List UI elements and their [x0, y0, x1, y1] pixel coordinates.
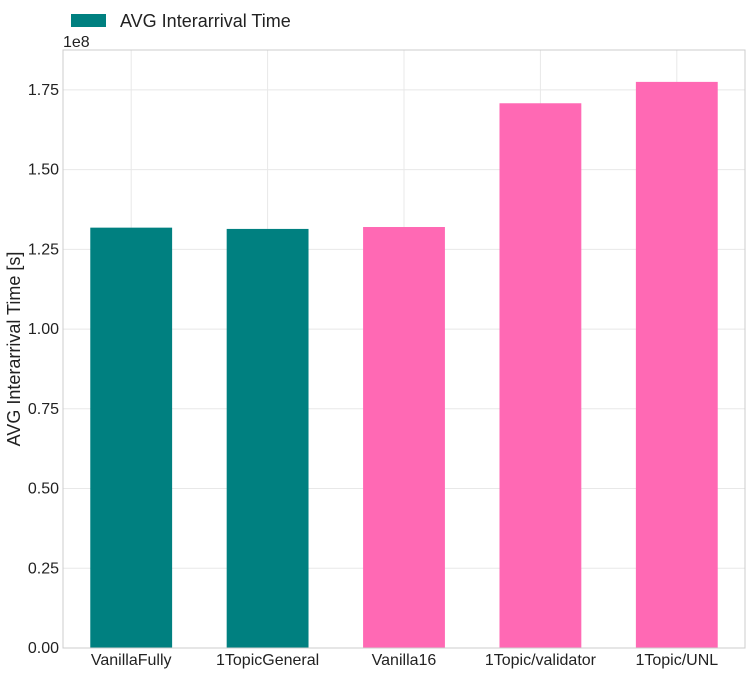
- x-tick-label: 1Topic/validator: [485, 652, 597, 669]
- bar: [226, 228, 309, 648]
- y-tick-label: 1.75: [28, 82, 59, 99]
- bars: [90, 81, 718, 649]
- bar: [635, 81, 718, 649]
- y-tick-label: 1.00: [28, 321, 59, 338]
- bar: [90, 227, 173, 648]
- y-tick-label: 1.50: [28, 162, 59, 179]
- x-tick-label: 1TopicGeneral: [216, 652, 319, 669]
- plot-frame: [62, 49, 746, 649]
- bar: [499, 103, 582, 649]
- x-tick-label: VanillaFully: [91, 652, 172, 669]
- bar: [363, 227, 445, 648]
- y-axis-ticks: 0.00 0.25 0.50 0.75 1.00 1.25 1.50 1.75: [28, 82, 59, 657]
- legend-swatch: [71, 14, 106, 27]
- legend: AVG Interarrival Time: [71, 11, 291, 31]
- x-axis-ticks: VanillaFully 1TopicGeneral Vanilla16 1Topic…: [91, 652, 718, 669]
- y-tick-label: 1.25: [28, 241, 59, 258]
- y-tick-label: 0.25: [28, 560, 59, 577]
- y-tick-label: 0.75: [28, 401, 59, 418]
- y-axis-offset-label: 1e8: [63, 34, 90, 51]
- y-tick-label: 0.50: [28, 481, 59, 498]
- x-tick-label: Vanilla16: [372, 652, 437, 669]
- x-tick-label: 1Topic/UNL: [635, 652, 718, 669]
- y-tick-label: 0.00: [28, 640, 59, 657]
- legend-label: AVG Interarrival Time: [120, 11, 291, 31]
- y-axis-label: AVG Interarrival Time [s]: [4, 252, 24, 447]
